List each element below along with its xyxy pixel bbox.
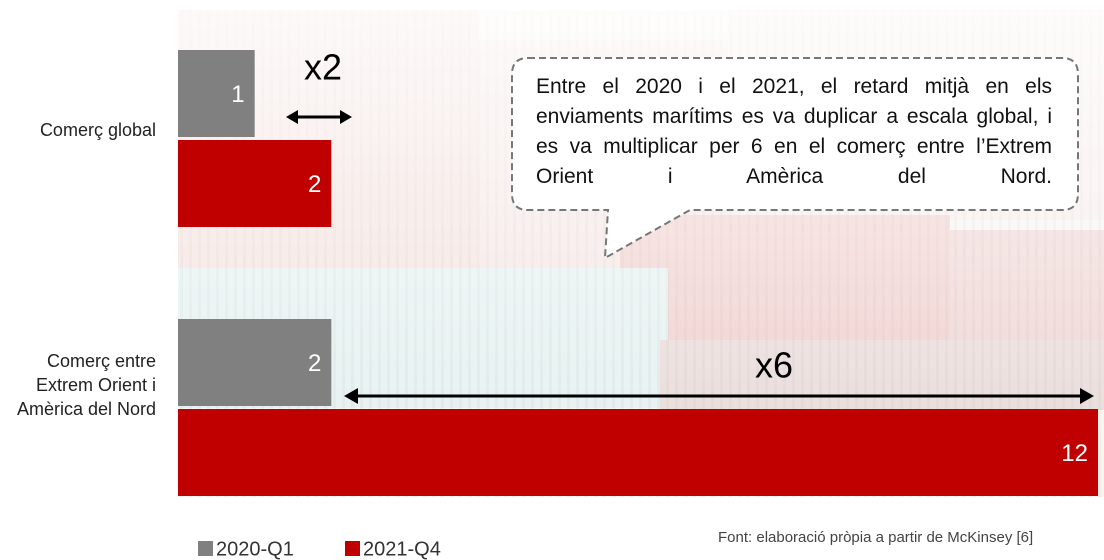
callout: Entre el 2020 i el 2021, el retard mitjà… <box>511 57 1079 260</box>
category-label: Comerç global <box>39 120 156 140</box>
legend-label: 2021-Q4 <box>363 538 441 560</box>
bar <box>178 319 332 406</box>
legend-swatch <box>198 541 213 556</box>
annotation-x6: x6 <box>755 345 793 386</box>
legend: 2020-Q1 2021-Q4 <box>198 538 441 560</box>
legend-swatch <box>345 541 360 556</box>
callout-bubble <box>511 57 1079 260</box>
bar <box>178 140 332 227</box>
callout-box: Entre el 2020 i el 2021, el retard mitjà… <box>536 75 1052 188</box>
data-label: 1 <box>231 81 244 108</box>
legend-label: 2020-Q1 <box>216 538 294 560</box>
data-label: 2 <box>308 350 321 377</box>
arrows <box>286 110 1094 404</box>
bar <box>178 409 1098 496</box>
data-label: 2 <box>308 171 321 198</box>
data-label: 12 <box>1061 440 1088 467</box>
category-label: Comerç entre Extrem Orient i Amèrica del… <box>16 351 156 419</box>
callout-text: Entre el 2020 i el 2021, el retard mitjà… <box>536 75 1052 188</box>
bar <box>178 50 255 137</box>
annotation-x2: x2 <box>304 47 342 88</box>
source-note: Font: elaboració pròpia a partir de McKi… <box>718 529 1033 546</box>
